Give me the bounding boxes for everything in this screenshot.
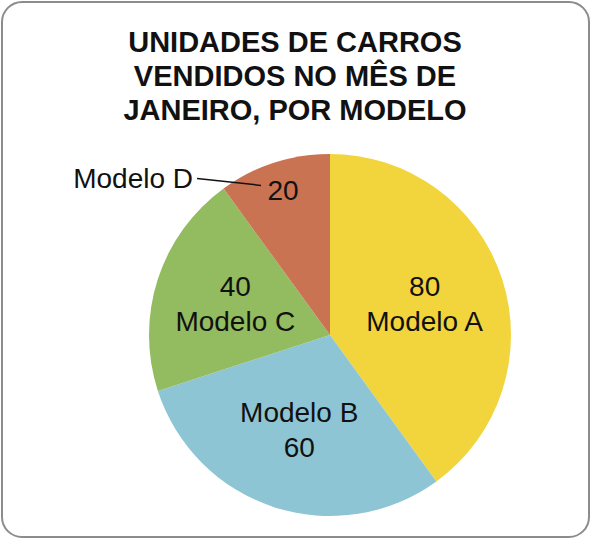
labels: 80 Modelo A 60 Modelo B 40 Modelo C 20 Modelo D bbox=[73, 163, 483, 462]
data-label: 80 bbox=[409, 271, 440, 302]
slice-label: Modelo D bbox=[73, 163, 193, 194]
data-label: 40 bbox=[220, 271, 251, 302]
slices bbox=[149, 154, 511, 516]
data-label: 20 bbox=[267, 175, 298, 206]
chart: UNIDADES DE CARROSVENDIDOS NO MÊS DEJANE… bbox=[0, 0, 591, 539]
slice-label: Modelo B bbox=[240, 397, 358, 428]
frame bbox=[2, 2, 589, 537]
slice-label: Modelo C bbox=[175, 306, 295, 337]
slice-label: Modelo A bbox=[366, 306, 483, 337]
leader-line bbox=[197, 178, 261, 185]
data-label: 60 bbox=[284, 432, 315, 463]
title: UNIDADES DE CARROSVENDIDOS NO MÊS DEJANE… bbox=[123, 26, 466, 126]
